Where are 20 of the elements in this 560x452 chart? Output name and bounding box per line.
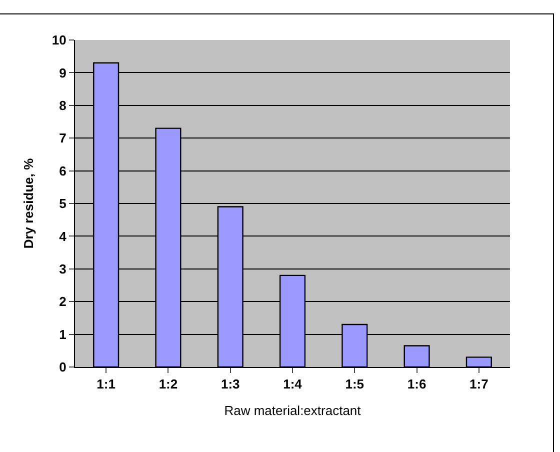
y-tick-label: 6: [59, 163, 66, 178]
y-tick-label: 9: [59, 65, 66, 80]
y-tick-label: 7: [59, 130, 66, 146]
x-tick-label: 1:3: [220, 376, 240, 392]
y-tick-label: 5: [59, 196, 66, 212]
y-tick-label: 10: [52, 32, 66, 48]
y-tick-label: 1: [59, 326, 66, 342]
x-tick-label: 1:4: [283, 376, 303, 392]
y-tick-label: 2: [59, 294, 66, 310]
x-tick-label: 1:6: [407, 376, 426, 392]
y-tick-label: 3: [59, 261, 66, 276]
y-tick-label: 0: [59, 360, 66, 375]
x-axis-title: Raw material:extractant: [224, 403, 362, 418]
y-tick-label: 4: [59, 228, 68, 244]
x-tick-label: 1:5: [345, 376, 364, 392]
x-tick-label: 1:2: [158, 376, 178, 392]
x-tick-label: 1:7: [470, 376, 488, 392]
y-axis-title: Dry residue, %: [20, 158, 36, 249]
y-tick-label: 8: [59, 98, 66, 113]
x-tick-label: 1:1: [96, 376, 116, 392]
